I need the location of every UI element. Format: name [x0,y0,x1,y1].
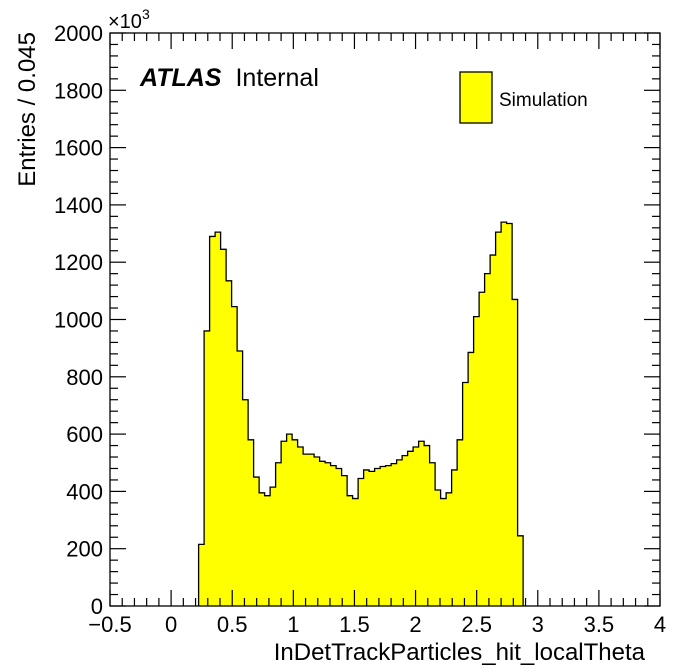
histogram-bar [413,446,420,606]
histogram-bars [198,222,524,607]
histogram-bar [402,455,409,606]
histogram-bar [319,461,326,606]
legend-swatch-simulation [459,71,493,124]
histogram-bar [297,446,304,606]
histogram-bar [512,299,519,606]
histogram-bar [446,492,453,606]
histogram-bar [352,498,359,606]
histogram-bar [220,249,227,606]
histogram-bar [473,316,480,606]
x-tick-label: 4 [654,612,666,637]
y-tick-label: 1400 [54,193,103,218]
x-tick-label: −0.5 [88,612,131,637]
histogram-bar [385,465,392,606]
x-tick-label: 2.5 [461,612,492,637]
histogram-bar [396,459,403,606]
y-tick-label: 1800 [54,78,103,103]
histogram-bar [209,236,216,607]
histogram-bar [429,462,436,606]
atlas-label-bold: ATLAS [139,64,222,92]
histogram-bar [457,439,464,606]
histogram-bar [242,399,249,606]
histogram-bar [275,462,282,606]
histogram-bar [363,469,370,606]
histogram-bar [468,352,475,606]
histogram-bar [369,471,376,606]
histogram-bar [237,351,244,606]
histogram-bar [204,330,211,606]
y-tick-labels: 0 200 400 600 800 1000 1200 1400 1600 1800 2000 [54,21,103,619]
histogram-bar [259,492,266,606]
axis-ticks [109,32,661,607]
x-tick-label: 3 [532,612,544,637]
y-multiplier-base: ×10 [108,11,142,33]
histogram-bar [435,489,442,606]
histogram-bar [281,441,288,606]
x-axis-label: InDetTrackParticles_hit_localTheta [274,639,646,666]
legend-label-simulation: Simulation [499,90,588,111]
histogram-bar [308,454,315,606]
y-tick-label: 2000 [54,21,103,46]
y-tick-label: 1200 [54,250,103,275]
x-tick-label: 0 [165,612,177,637]
y-axis-multiplier: ×103 [108,6,150,33]
histogram-bar [358,478,365,606]
x-tick-label: 1.5 [339,612,370,637]
histogram-bar [231,306,238,606]
x-tick-label: 2 [409,612,421,637]
histogram-bar [198,544,205,606]
histogram-bar [407,451,414,606]
histogram-bar [292,439,299,606]
histogram-bar [347,495,354,606]
y-tick-label: 1000 [54,308,103,333]
histogram-bar [341,475,348,606]
histogram-bar [253,477,260,606]
y-tick-label: 0 [91,594,103,619]
x-tick-labels: −0.5 0 0.5 1 1.5 2 2.5 3 3.5 4 [88,612,666,637]
x-tick-label: 3.5 [584,612,615,637]
histogram-bar [226,280,233,606]
histogram-bar [440,498,447,606]
histogram-bar [330,465,337,606]
x-tick-label: 0.5 [217,612,248,637]
histogram-bar [325,462,332,606]
histogram-bar [215,232,222,606]
atlas-label: ATLAS Internal [139,64,319,92]
y-tick-label: 200 [66,537,103,562]
histogram-bar [391,463,398,606]
histogram-bar [374,468,381,606]
histogram-outline [197,221,524,606]
y-multiplier-exponent: 3 [142,6,150,22]
legend: Simulation [459,71,588,124]
histogram-bar [380,466,387,606]
histogram-bar [462,382,469,606]
histogram-bar [418,441,425,606]
histogram-bar [506,223,513,606]
histogram-bar [495,232,502,606]
histogram-bar [484,273,491,606]
histogram-bar [479,292,486,606]
histogram-bar [303,454,310,606]
y-tick-label: 1600 [54,136,103,161]
histogram-bar [517,535,524,606]
histogram-bar [264,495,271,606]
histogram-bar [286,434,293,606]
histogram-bar [501,222,508,606]
y-axis-label: Entries / 0.045 [14,32,41,187]
y-tick-label: 400 [66,479,103,504]
histogram-bar [248,439,255,606]
y-tick-label: 800 [66,365,103,390]
histogram-bar [424,445,431,606]
histogram-bar [314,457,321,606]
x-tick-label: 1 [287,612,299,637]
histogram-bar [270,487,277,606]
histogram-bar [336,468,343,606]
y-tick-label: 600 [66,422,103,447]
atlas-label-rest: Internal [235,64,318,92]
histogram-bar [451,469,458,606]
histogram-bar [490,255,497,606]
